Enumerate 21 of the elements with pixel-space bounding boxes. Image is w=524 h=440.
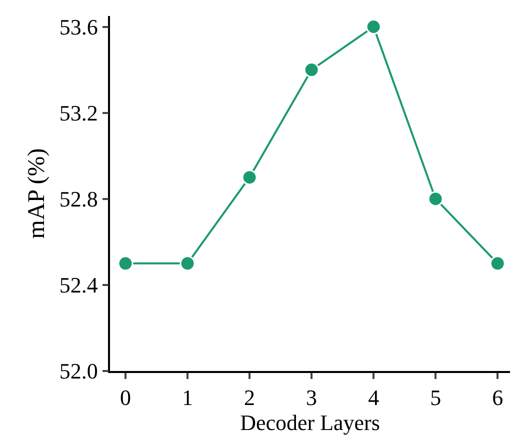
- point: [366, 19, 382, 35]
- point: [118, 256, 134, 272]
- point: [242, 170, 258, 186]
- x-tick-label: 3: [306, 385, 318, 410]
- y-tick-label: 53.6: [59, 14, 98, 40]
- x-tick-label: 5: [430, 385, 442, 410]
- y-axis-title: mAP (%): [24, 148, 50, 239]
- point: [180, 256, 196, 272]
- point: [490, 256, 506, 272]
- x-tick-label: 2: [244, 385, 256, 410]
- y-tick-label: 52.8: [59, 186, 98, 212]
- y-tick-label: 52.0: [59, 358, 98, 384]
- point: [304, 62, 320, 78]
- y-tick-label: 53.2: [59, 100, 98, 126]
- y-tick-label: 52.4: [59, 272, 98, 298]
- x-tick-label: 6: [492, 385, 504, 410]
- point: [428, 191, 444, 207]
- x-tick-label: 4: [368, 385, 380, 410]
- x-tick-label: 0: [120, 385, 131, 410]
- x-axis-title: Decoder Layers: [240, 410, 380, 436]
- x-tick-label: 1: [182, 385, 194, 410]
